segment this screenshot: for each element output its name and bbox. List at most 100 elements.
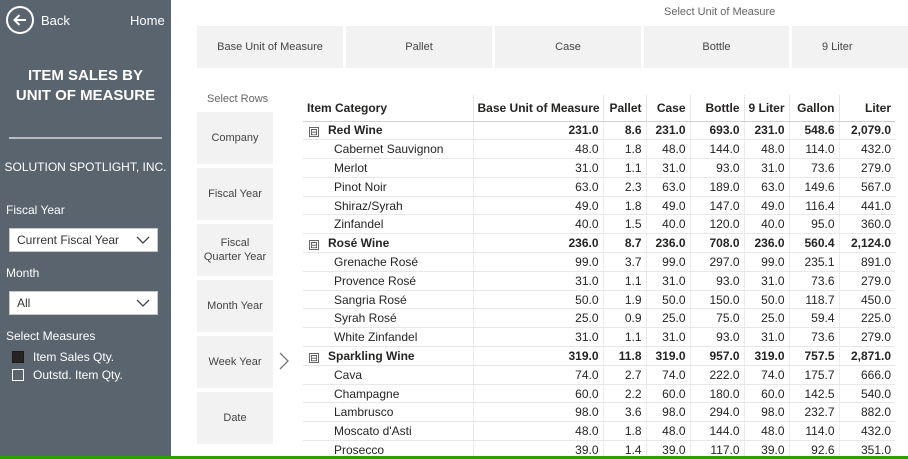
table-row: Pinot Noir 63.0 2.3 63.0 189.0 63.0 149.6 567.0 xyxy=(303,177,895,197)
value-cell: 1.1 xyxy=(602,271,646,291)
report-title-line2: UNIT OF MEASURE xyxy=(15,87,156,104)
row-option-company[interactable]: Company xyxy=(197,112,273,164)
home-button[interactable]: Home xyxy=(130,13,165,28)
column-header[interactable]: Liter xyxy=(838,95,895,122)
value-cell: 319.0 xyxy=(472,346,603,366)
row-option-fiscal-quarter-year[interactable]: Fiscal Quarter Year xyxy=(197,224,273,276)
value-cell: 25.0 xyxy=(743,308,789,329)
uom-option-case[interactable]: Case xyxy=(495,26,641,68)
value-cell: 3.7 xyxy=(602,252,646,272)
value-cell: 73.6 xyxy=(788,271,839,291)
value-cell: 40.0 xyxy=(645,214,690,235)
row-label: Syrah Rosé xyxy=(334,311,397,326)
row-label-cell: Merlot xyxy=(303,158,473,178)
column-header[interactable]: Base Unit of Measure xyxy=(472,95,603,122)
value-cell: 99.0 xyxy=(645,252,690,272)
row-label-cell: Shiraz/Syrah xyxy=(303,196,473,216)
table-row: Moscato d'Asti 48.0 1.8 48.0 144.0 48.0 114.0 4… xyxy=(303,421,895,442)
value-cell: 31.0 xyxy=(743,158,789,178)
value-cell: 450.0 xyxy=(838,290,895,310)
value-cell: 441.0 xyxy=(838,196,895,216)
checkbox-unchecked-icon[interactable] xyxy=(12,369,24,381)
checkbox-checked-icon[interactable] xyxy=(12,351,24,363)
value-cell: 666.0 xyxy=(838,365,895,385)
value-cell: 144.0 xyxy=(689,139,744,160)
value-cell: 144.0 xyxy=(689,421,744,442)
value-cell: 74.0 xyxy=(743,365,789,385)
value-cell: 40.0 xyxy=(472,214,603,235)
collapse-icon[interactable]: ⊟ xyxy=(309,240,319,251)
value-cell: 8.6 xyxy=(602,121,646,141)
rows-selector-header: Select Rows xyxy=(207,93,269,105)
value-cell: 180.0 xyxy=(689,384,744,404)
value-cell: 31.0 xyxy=(472,158,603,178)
month-dropdown[interactable]: All xyxy=(9,291,158,315)
value-cell: 118.7 xyxy=(788,290,839,310)
value-cell: 351.0 xyxy=(838,440,895,459)
row-label-cell: Prosecco xyxy=(303,440,473,459)
value-cell: 432.0 xyxy=(838,421,895,442)
column-header[interactable]: 9 Liter xyxy=(743,95,789,122)
value-cell: 98.0 xyxy=(472,402,603,423)
column-header[interactable]: Pallet xyxy=(602,95,646,122)
row-option-week-year[interactable]: Week Year xyxy=(197,336,273,388)
row-option-fiscal-year[interactable]: Fiscal Year xyxy=(197,168,273,220)
value-cell: 2.3 xyxy=(602,177,646,197)
value-cell: 279.0 xyxy=(838,327,895,348)
company-name: SOLUTION SPOTLIGHT, INC. xyxy=(4,160,167,174)
value-cell: 3.6 xyxy=(602,402,646,423)
uom-option-bottle[interactable]: Bottle xyxy=(644,26,789,68)
value-cell: 567.0 xyxy=(838,177,895,197)
value-cell: 0.9 xyxy=(602,308,646,329)
row-label-cell: White Zinfandel xyxy=(303,327,473,348)
uom-selector-header: Select Unit of Measure xyxy=(664,6,776,18)
row-option-date[interactable]: Date xyxy=(197,392,273,444)
chevron-right-icon[interactable] xyxy=(279,352,289,375)
value-cell: 319.0 xyxy=(743,346,789,366)
column-header[interactable]: Bottle xyxy=(689,95,744,122)
value-cell: 149.6 xyxy=(788,177,839,197)
row-label-cell: ⊟ Rosé Wine xyxy=(303,233,473,254)
sidebar-divider xyxy=(9,137,162,139)
value-cell: 114.0 xyxy=(788,139,839,160)
accent-bottom-line xyxy=(0,456,908,459)
uom-option-pallet[interactable]: Pallet xyxy=(346,26,492,68)
value-cell: 60.0 xyxy=(472,384,603,404)
collapse-icon[interactable]: ⊟ xyxy=(309,127,319,138)
value-cell: 432.0 xyxy=(838,139,895,160)
value-cell: 99.0 xyxy=(743,252,789,272)
back-button[interactable]: Back xyxy=(6,6,70,34)
chevron-down-icon xyxy=(136,236,150,244)
value-cell: 31.0 xyxy=(645,158,690,178)
measure-item-sales-qty[interactable]: Item Sales Qty. xyxy=(12,350,114,364)
value-cell: 31.0 xyxy=(743,327,789,348)
row-label: Lambrusco xyxy=(334,405,394,420)
back-label: Back xyxy=(41,12,70,28)
row-label-cell: Moscato d'Asti xyxy=(303,421,473,442)
select-measures-label: Select Measures xyxy=(6,329,96,343)
value-cell: 1.1 xyxy=(602,158,646,178)
value-cell: 1.1 xyxy=(602,327,646,348)
value-cell: 48.0 xyxy=(645,139,690,160)
uom-option-base[interactable]: Base Unit of Measure xyxy=(197,26,343,68)
value-cell: 31.0 xyxy=(472,327,603,348)
fiscal-year-dropdown[interactable]: Current Fiscal Year xyxy=(9,228,158,252)
row-label: Cava xyxy=(334,367,363,382)
value-cell: 1.5 xyxy=(602,214,646,235)
column-header[interactable]: Item Category xyxy=(303,95,473,122)
column-header[interactable]: Case xyxy=(645,95,690,122)
value-cell: 98.0 xyxy=(743,402,789,423)
row-label: Pinot Noir xyxy=(334,179,387,194)
value-cell: 50.0 xyxy=(645,290,690,310)
value-cell: 891.0 xyxy=(838,252,895,272)
column-header[interactable]: Gallon xyxy=(788,95,839,122)
uom-option-9-liter[interactable]: 9 Liter xyxy=(792,26,908,68)
measure-outstd-item-qty[interactable]: Outstd. Item Qty. xyxy=(12,368,123,382)
value-cell: 2,871.0 xyxy=(838,346,895,366)
collapse-icon[interactable]: ⊟ xyxy=(309,352,319,363)
row-label-cell: Syrah Rosé xyxy=(303,308,473,329)
row-option-month-year[interactable]: Month Year xyxy=(197,280,273,332)
value-cell: 225.0 xyxy=(838,308,895,329)
category-group-row: ⊟ Red Wine 231.0 8.6 231.0 693.0 231.0 548.6 2,0… xyxy=(303,121,895,141)
value-cell: 48.0 xyxy=(472,421,603,442)
